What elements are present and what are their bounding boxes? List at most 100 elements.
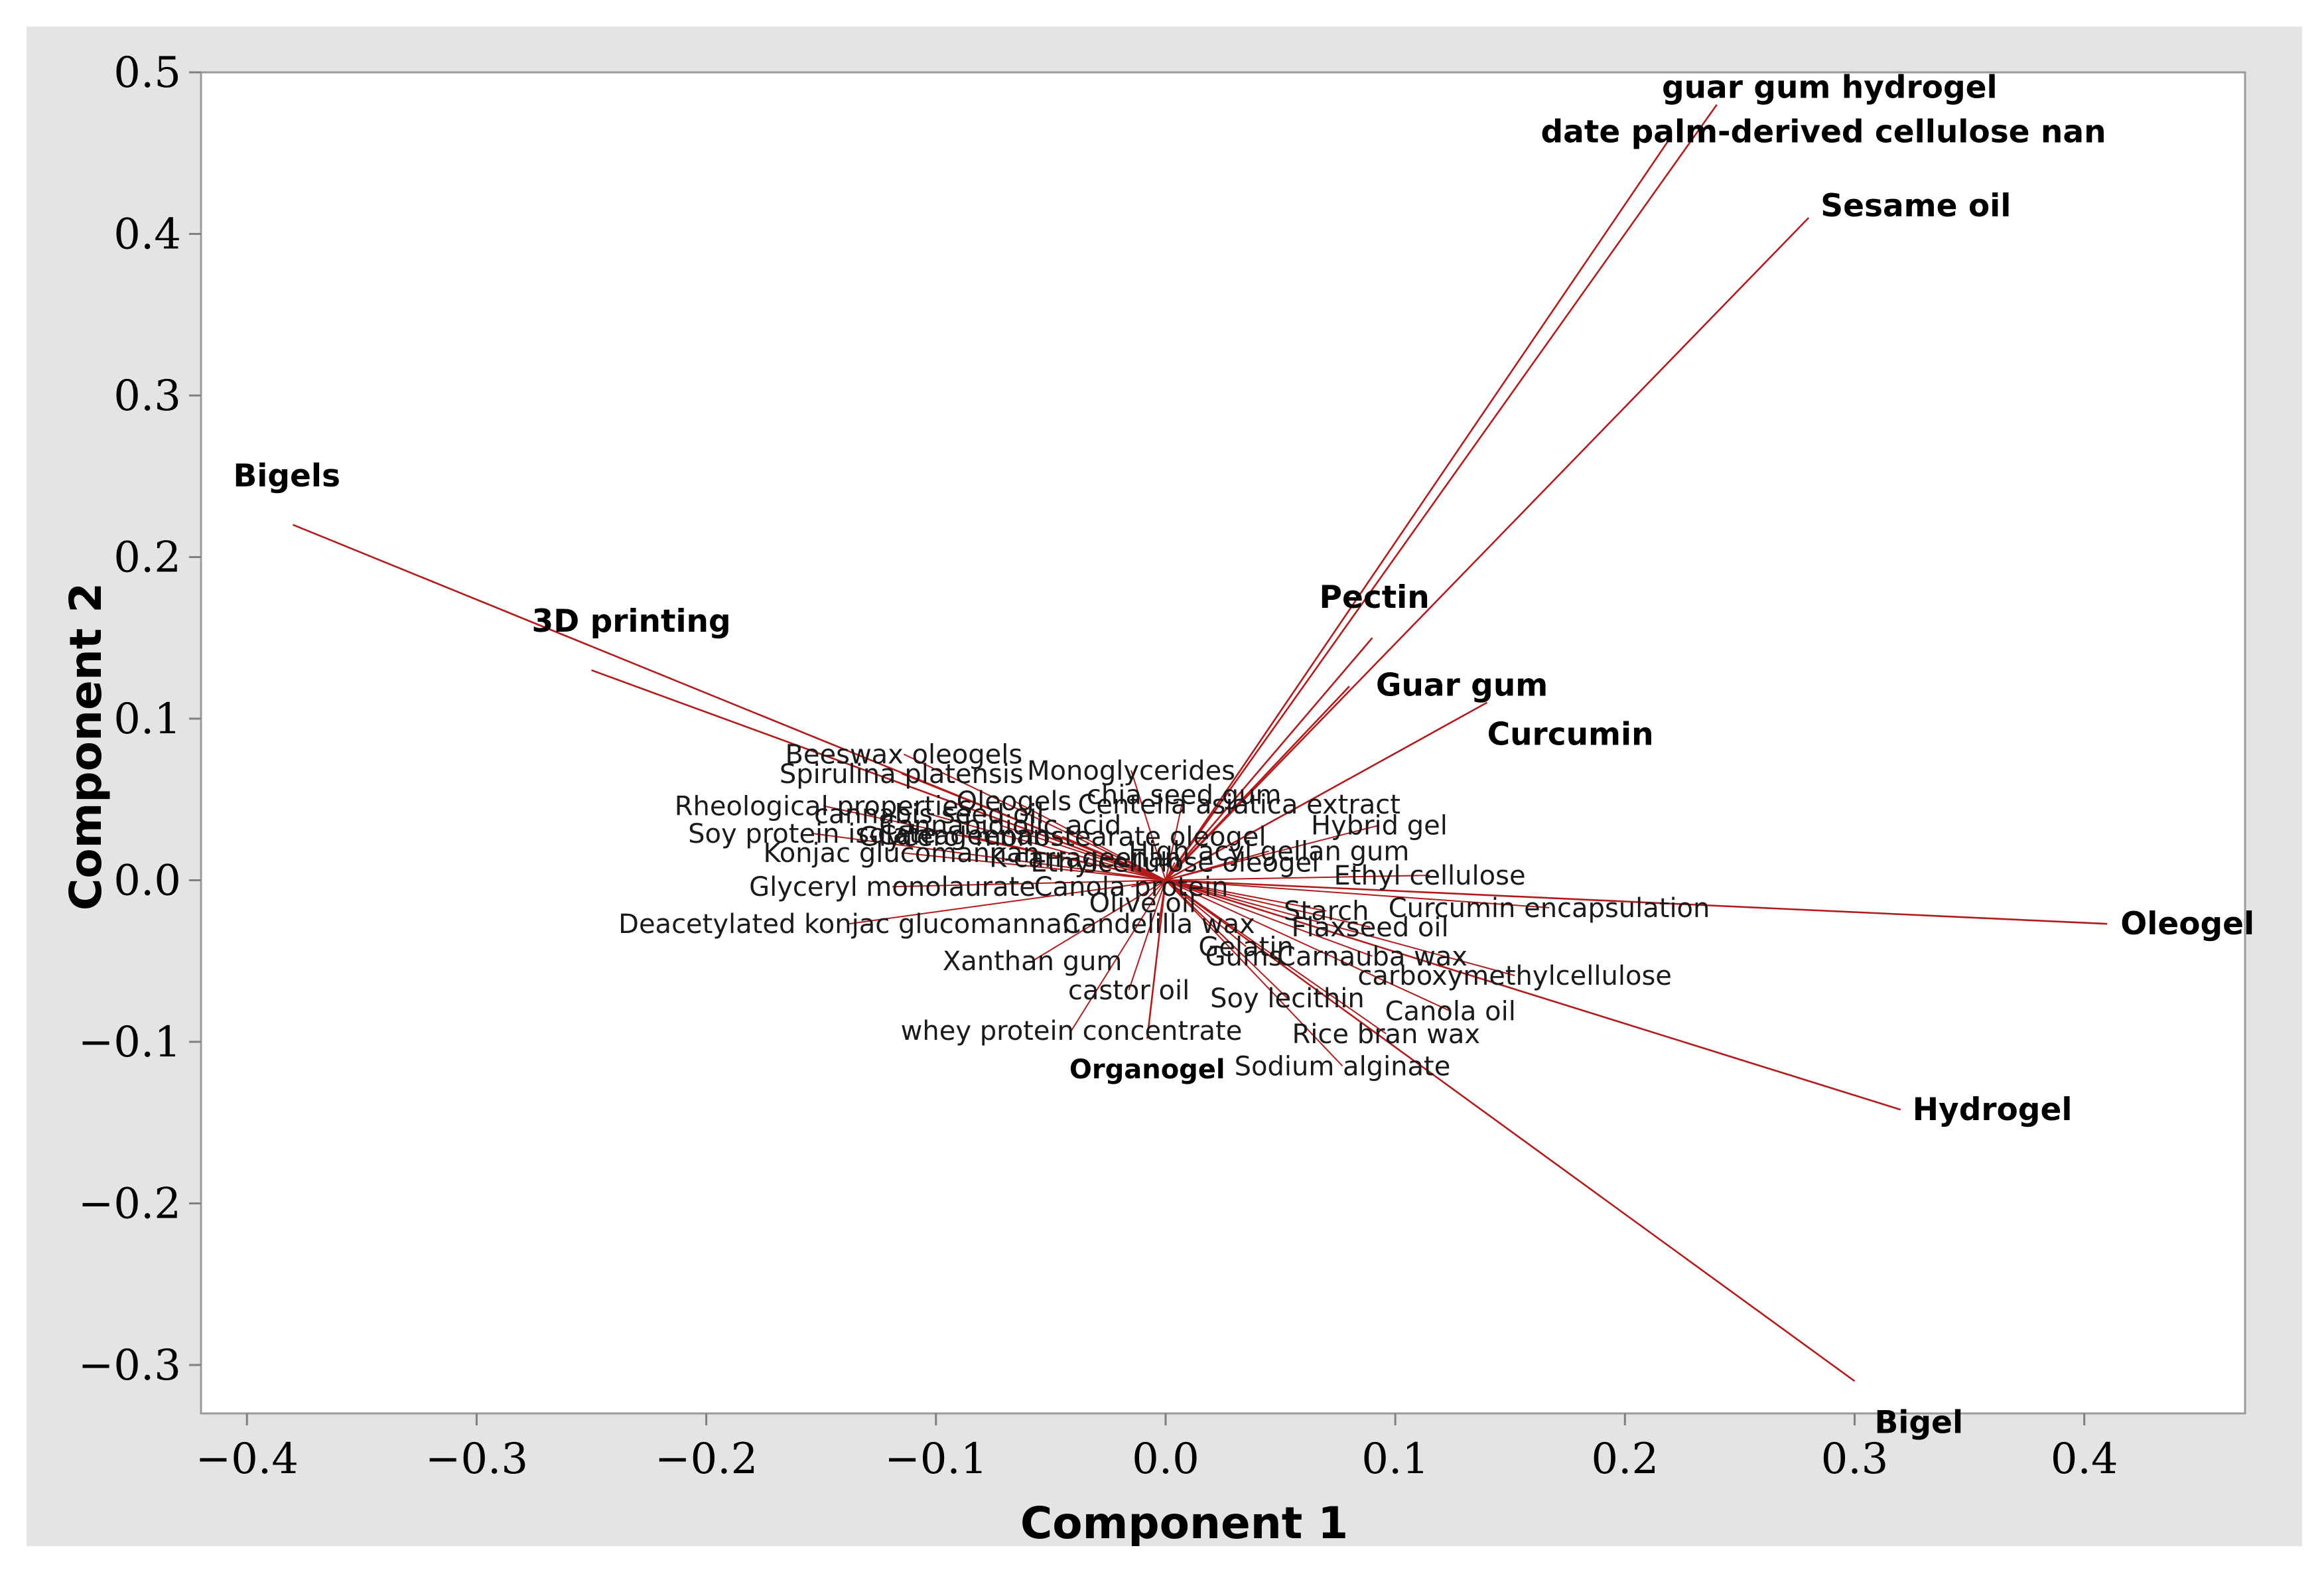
loading-vector (1164, 794, 1185, 881)
loading-vector (849, 879, 1166, 925)
loading-label: Canola protein (1034, 872, 1229, 902)
loading-label: High acyl gellan gum (1128, 837, 1409, 867)
loading-vector (1165, 701, 1488, 881)
loading-vector (1164, 136, 1672, 881)
loading-label: Rice bran wax (1292, 1019, 1481, 1050)
y-tick-label: 0.2 (113, 533, 181, 582)
x-tick-label: 0.0 (1132, 1435, 1199, 1484)
y-tick-label: −0.2 (78, 1179, 181, 1228)
plot-area (200, 71, 2246, 1415)
y-tick-label: 0.0 (113, 856, 181, 905)
x-tick-label: 0.2 (1591, 1435, 1659, 1484)
loading-vector (1158, 880, 1166, 924)
x-tick-label: −0.1 (884, 1435, 987, 1484)
loading-vector (892, 879, 1166, 888)
loading-vector (1165, 879, 1387, 1035)
loading-vectors (292, 104, 2108, 1382)
biplot-chart: −0.4 −0.3 −0.2 −0.1 0.0 0.1 0.2 0.3 0.4 −0.3 −0.2 −… (60, 48, 2254, 1546)
loading-vector (1130, 770, 1166, 881)
loading-label: K-carrageenan (989, 843, 1182, 873)
loading-vector (1146, 880, 1167, 1039)
x-tick-label: −0.3 (425, 1435, 528, 1484)
loading-vector (1164, 104, 1718, 881)
loading-label: Soy lecithin (1210, 983, 1365, 1014)
loading-label: Carrageenan (878, 820, 1050, 851)
loading-label: Deacetylated konjac glucomannan (618, 909, 1079, 940)
loading-vector (1014, 800, 1166, 881)
loading-label: Ethyl cellulose (1334, 861, 1526, 891)
loading-label: castor oil (1068, 975, 1190, 1006)
loading-vector (1165, 879, 1247, 948)
loading-vector (1165, 879, 2108, 925)
loading-label: Ethylcellulose oleogel (1030, 848, 1319, 879)
loading-vector (901, 772, 1166, 881)
loading-label: Oleogel (2120, 906, 2254, 942)
loading-vector (1061, 835, 1166, 881)
loading-vector (963, 834, 1166, 881)
loading-label: Glyceryl monolaurate (749, 872, 1036, 902)
loading-vector (1128, 880, 1166, 991)
loading-vector (1165, 879, 1550, 908)
loading-vector (903, 753, 1166, 881)
loading-vector (811, 832, 1166, 881)
y-tick-label: 0.3 (113, 372, 181, 421)
loading-vector (1165, 217, 1810, 881)
loading-label: Centella asiatica extract (1077, 790, 1401, 820)
y-tick-label: 0.5 (113, 48, 181, 98)
loading-vector (1165, 879, 1515, 977)
loading-label: Carnauba wax (1277, 942, 1468, 972)
loading-vector (1032, 879, 1166, 962)
x-tick-label: 0.4 (2051, 1435, 2118, 1484)
loading-vector (1164, 637, 1373, 881)
x-tick-label: 0.1 (1361, 1435, 1429, 1484)
chart-frame: −0.4 −0.3 −0.2 −0.1 0.0 0.1 0.2 0.3 0.4 −0.3 −0.2 −… (27, 27, 2302, 1546)
loading-label: Curcumin (1487, 717, 1654, 753)
loading-label: Soy protein isolate (688, 819, 936, 849)
loading-label: Organogel (1069, 1054, 1225, 1085)
y-tick-label: 0.4 (113, 210, 181, 259)
loading-label: Gelatin (1198, 932, 1293, 962)
loading-label: Bigel (1874, 1404, 1963, 1441)
loading-label: chia seed gum (1087, 780, 1282, 810)
loading-label: 3D printing (532, 603, 731, 640)
x-tick-label: −0.4 (196, 1435, 299, 1484)
loading-label: guar gum hydrogel (1662, 70, 1998, 106)
loading-vector (1085, 857, 1166, 881)
loading-vector (1165, 879, 1327, 912)
loading-vector (1165, 824, 1380, 881)
loading-vector (901, 852, 1166, 881)
loading-label: Xanthan gum (943, 946, 1123, 977)
y-tick-label: −0.1 (78, 1018, 181, 1067)
loading-label: Pectin (1320, 579, 1430, 616)
y-tick-label: −0.3 (78, 1341, 181, 1390)
loading-label: whey protein concentrate (901, 1016, 1243, 1046)
loading-vector (1165, 879, 1371, 928)
loading-vector (1165, 879, 1343, 1067)
loading-label: Sodium alginate (1235, 1051, 1451, 1082)
loading-label: Monoglycerides (1027, 756, 1235, 786)
loading-label: cannabis seed oil (814, 800, 1044, 830)
loading-label: Cannabidiolic acid (879, 811, 1121, 841)
loading-label: Oleogels (957, 786, 1072, 817)
loading-vector (1165, 862, 1176, 881)
loading-labels: guar gum hydrogel date palm-derived cellu… (233, 70, 2254, 1441)
loading-label: Sesame oil (1820, 188, 2011, 224)
loading-label: Beeswax oleogels (785, 740, 1022, 770)
loading-label: Canola oil (1385, 997, 1516, 1027)
loading-label: Olive oil (1089, 889, 1196, 919)
loading-vector (1000, 824, 1166, 881)
loading-vector (1165, 879, 1856, 1382)
loading-vector (1165, 875, 1430, 881)
loading-label: Curcumin encapsulation (1389, 893, 1710, 924)
loading-vector (1071, 879, 1166, 1031)
loading-label: Gums (1205, 942, 1282, 972)
y-tick-label: 0.1 (113, 695, 181, 744)
x-tick-label: −0.2 (655, 1435, 758, 1484)
loading-label: Spirulina platensis (780, 759, 1024, 790)
loading-label: date palm-derived cellulose nan (1541, 113, 2106, 150)
loading-vector (1165, 879, 1373, 957)
loading-vector (1165, 879, 1451, 1012)
loading-vector (1165, 804, 1240, 881)
loading-label: Bigels (233, 458, 340, 494)
loading-label: Glycerol monostearate oleogel (858, 822, 1266, 853)
